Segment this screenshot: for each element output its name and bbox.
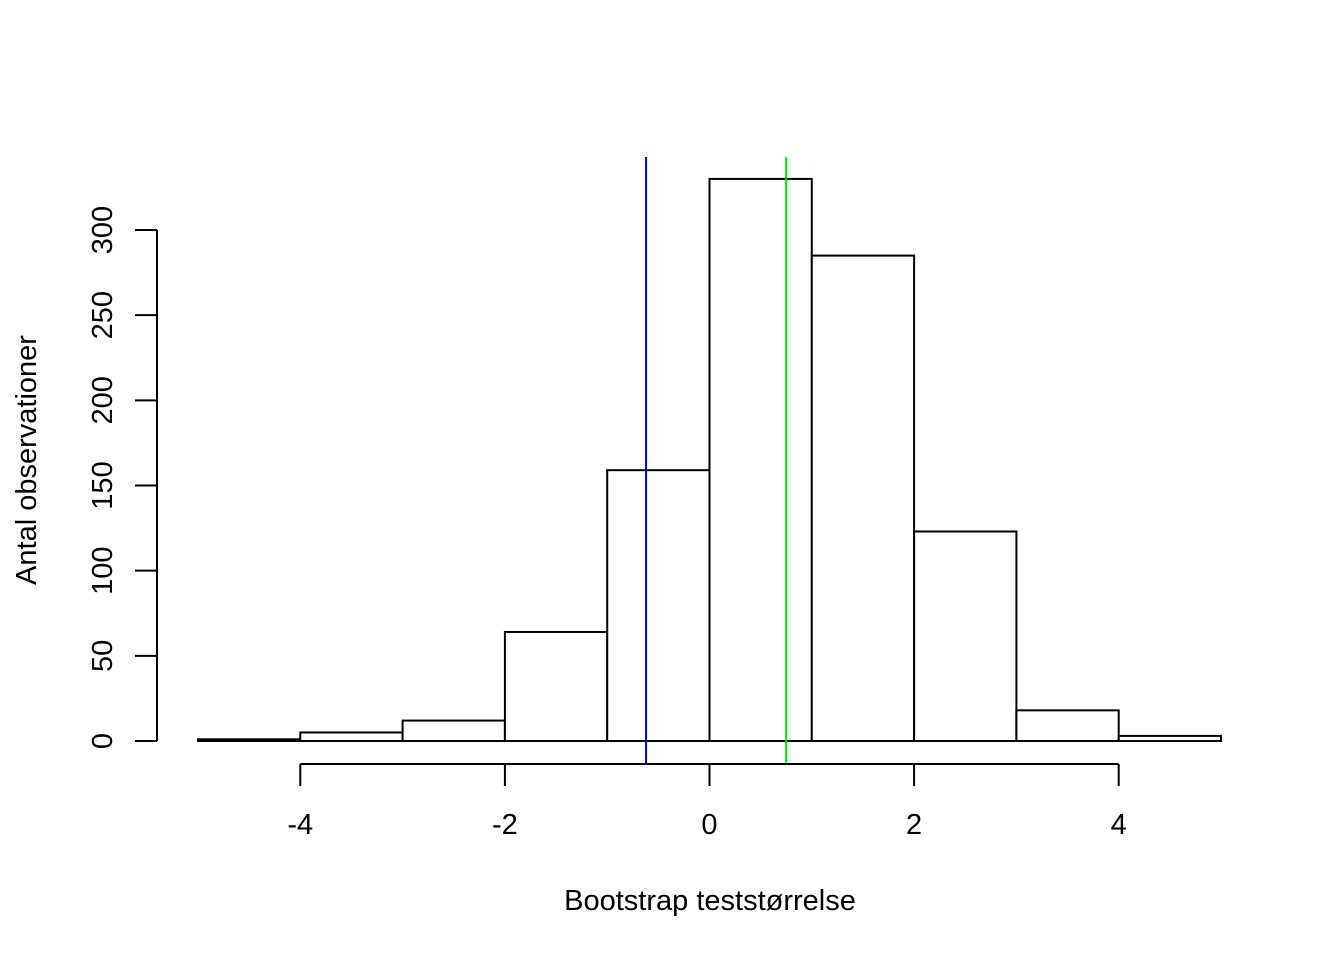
histogram-bar-1 — [299, 731, 404, 743]
y-tick-label: 300 — [87, 206, 119, 254]
histogram-bar-8 — [1015, 709, 1120, 742]
x-tick-label: 4 — [1111, 809, 1127, 841]
x-tick-label: 2 — [906, 809, 922, 841]
histogram-bar-2 — [401, 719, 506, 743]
y-tick-label: 250 — [87, 291, 119, 339]
histogram-bar-5 — [708, 177, 813, 742]
histogram-bar-7 — [913, 530, 1018, 742]
y-tick-label: 200 — [87, 376, 119, 424]
reference-lines — [645, 157, 788, 765]
histogram-bar-3 — [503, 630, 609, 742]
histogram-bar-9 — [1117, 734, 1222, 742]
histogram-bar-6 — [810, 254, 916, 742]
y-axis: 0 50 100 150 200 250 300 — [87, 206, 158, 749]
x-tick-label: 0 — [701, 809, 717, 841]
y-tick-label: 100 — [87, 546, 119, 594]
x-axis-label: Bootstrap teststørrelse — [564, 885, 856, 917]
histogram-bar-4 — [606, 469, 711, 742]
y-tick-label: 0 — [87, 733, 119, 749]
x-axis: -4 -2 0 2 4 — [287, 763, 1127, 841]
histogram-bar-0 — [197, 738, 302, 742]
y-tick-label: 150 — [87, 461, 119, 509]
y-axis-label: Antal observationer — [11, 335, 43, 585]
x-tick-label: -4 — [287, 809, 313, 841]
histogram-bars — [197, 177, 1222, 743]
y-tick-label: 50 — [87, 640, 119, 672]
x-tick-label: -2 — [492, 809, 518, 841]
